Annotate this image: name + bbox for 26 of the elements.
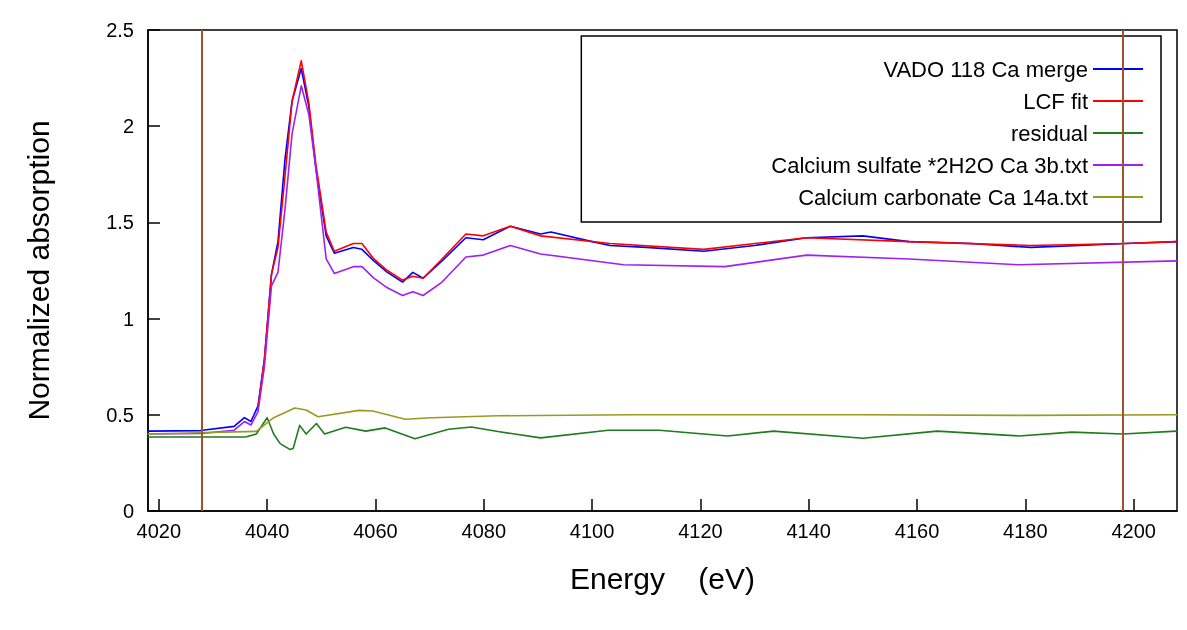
y-tick-label: 1 (122, 307, 134, 330)
y-tick-label: 1.5 (106, 211, 134, 234)
line-series (257, 59, 1178, 410)
x-tick-label: 4160 (894, 520, 940, 542)
x-axis-title: Energy (eV) (569, 561, 756, 595)
x-tick-label: 4120 (678, 520, 723, 542)
y-tick-label: 2 (122, 115, 134, 138)
y-tick-label: 0.5 (106, 403, 134, 426)
line-series (147, 407, 1178, 435)
x-tick-label: 4180 (1003, 520, 1048, 542)
y-tick-label: 0 (122, 500, 134, 522)
x-tick-label: 4020 (136, 520, 182, 542)
y-tick-label: 2.5 (106, 19, 134, 41)
legend-label: Calcium carbonate Ca 14a.txt (798, 184, 1088, 210)
x-tick-label: 4040 (244, 520, 290, 542)
line-series (147, 416, 1178, 451)
legend-label: Calcium sulfate *2H2O Ca 3b.txt (771, 152, 1088, 178)
x-tick-label: 4080 (461, 520, 507, 542)
legend-label: residual (1010, 120, 1088, 146)
x-tick-label: 4060 (353, 520, 398, 542)
y-axis-title: Normalized absorption (21, 120, 55, 421)
x-tick-label: 4140 (786, 520, 831, 542)
legend-label: VADO 118 Ca merge (883, 56, 1088, 82)
x-tick-label: 4200 (1111, 520, 1156, 542)
legend-label: LCF fit (1023, 88, 1088, 114)
x-tick-label: 4100 (569, 520, 615, 542)
